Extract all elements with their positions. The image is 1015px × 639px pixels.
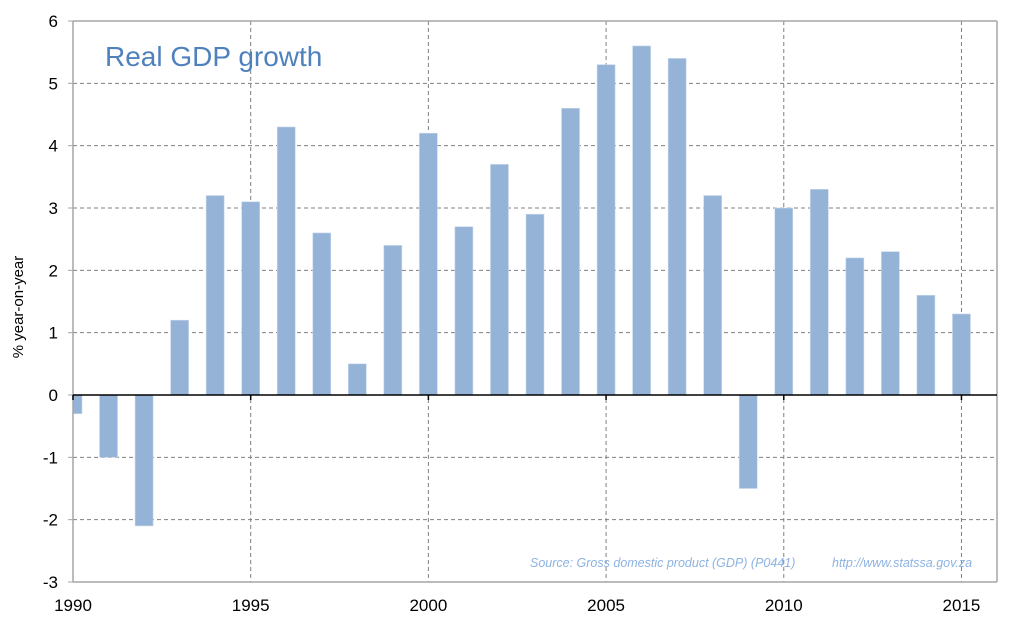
bar-1997 [312,232,332,396]
bar-2009 [738,394,758,489]
x-tick-labels: 1990 1995 2000 2005 2010 2015 [54,596,980,615]
bar-2006 [632,45,651,396]
bar-1995 [241,201,260,396]
bar-2011 [810,189,829,396]
x-tick-label: 2005 [587,596,625,615]
bar-2001 [454,226,474,396]
bar-1991 [99,394,118,458]
bar-1999 [383,245,403,396]
bar-2002 [490,164,509,396]
bar-1990 [73,394,83,415]
bar-group [73,45,971,527]
chart-title: Real GDP growth [105,41,322,72]
bar-1993 [170,319,189,396]
bar-2004 [561,107,580,396]
bar-1996 [276,126,296,396]
bar-2008 [703,195,722,396]
y-tick-label: 0 [49,386,58,405]
bar-2003 [525,213,545,396]
bars [73,45,971,527]
bar-2010 [774,207,794,396]
y-tick-label: 4 [49,137,58,156]
x-tick-label: 1995 [232,596,270,615]
y-tick-label: -2 [43,511,58,530]
y-tick-label: 3 [49,199,58,218]
bar-2014 [916,294,936,396]
x-tick-label: 1990 [54,596,92,615]
y-axis-label: % year-on-year [10,256,27,359]
bar-2000 [419,132,438,396]
bar-1998 [348,363,367,396]
bar-1992 [134,394,154,527]
y-tick-label: -3 [43,573,58,592]
y-tick-label: -1 [43,448,58,467]
x-tick-label: 2000 [409,596,447,615]
y-tick-label: 2 [49,261,58,280]
bar-2005 [596,64,616,396]
x-tick-label: 2015 [943,596,981,615]
source-annotation: Source: Gross domestic product (GDP) (P0… [530,556,795,570]
axes [68,20,998,583]
bar-1994 [205,195,225,396]
y-tick-labels: -3 -2 -1 0 1 2 3 4 5 6 [43,12,58,592]
y-tick-label: 6 [49,12,58,31]
bar-2012 [845,257,865,396]
bar-2013 [881,251,900,396]
y-tick-label: 1 [49,324,58,343]
bar-2015 [952,313,971,396]
bar-2007 [667,58,687,396]
source-url-annotation: http://www.statssa.gov.za [832,556,972,570]
y-tick-label: 5 [49,74,58,93]
x-tick-label: 2010 [765,596,803,615]
